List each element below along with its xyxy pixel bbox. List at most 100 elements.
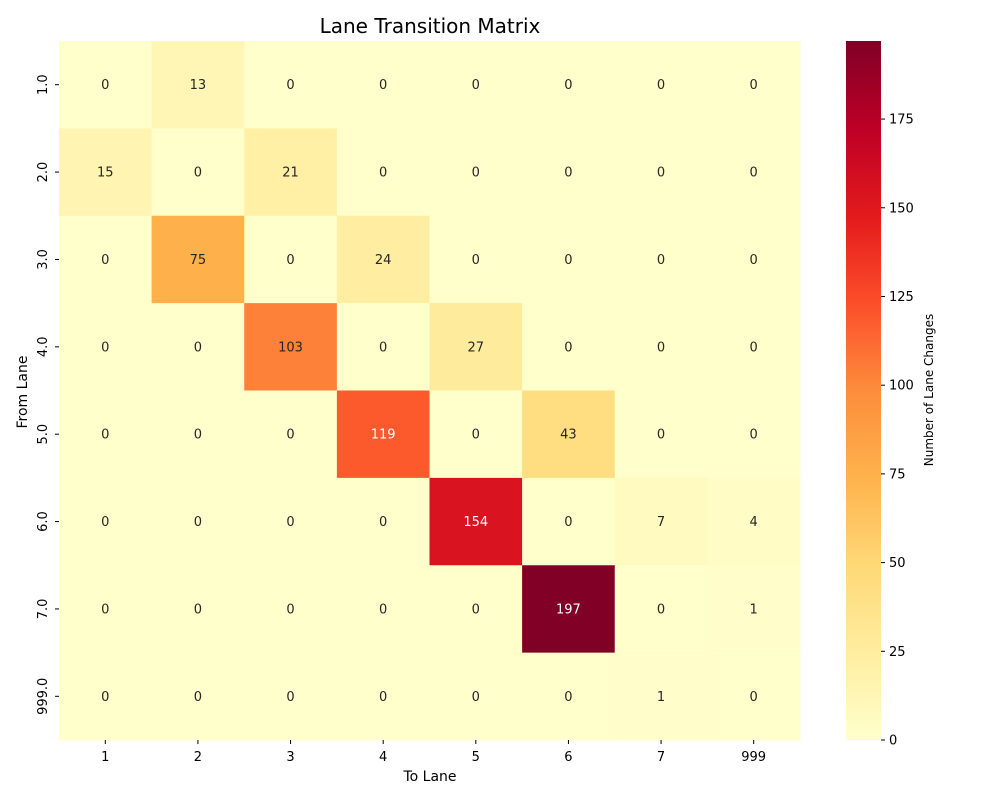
- heatmap-cell-r4-c3: [336, 390, 430, 479]
- heatmap-cell-r0-c1: [151, 41, 245, 129]
- heatmap-cell-r4-c0: [59, 390, 153, 479]
- x-tick-label-3: 4: [379, 750, 387, 765]
- cell-label-r1-c6: 0: [657, 166, 665, 181]
- colorbar-tick-label-5: 125: [889, 290, 914, 305]
- cell-label-r5-c5: 0: [564, 515, 572, 530]
- heatmap-cell-r2-c0: [59, 215, 153, 304]
- heatmap-cell-r7-c0: [59, 652, 153, 741]
- cell-label-r7-c6: 1: [657, 690, 665, 705]
- heatmap-cell-r4-c5: [522, 390, 616, 479]
- heatmap-cell-r0-c3: [336, 41, 430, 129]
- x-tick-label-2: 3: [286, 750, 294, 765]
- x-tick-label-5: 6: [564, 750, 572, 765]
- cell-label-r5-c6: 7: [657, 515, 665, 530]
- heatmap-cell-r5-c2: [244, 477, 338, 566]
- x-tick-label-1: 2: [194, 750, 202, 765]
- x-tick-label-7: 999: [741, 750, 766, 765]
- cell-label-r4-c4: 0: [472, 428, 480, 443]
- colorbar-tick-label-1: 25: [889, 645, 906, 660]
- heatmap-cell-r4-c7: [707, 390, 801, 479]
- cell-label-r0-c7: 0: [750, 78, 758, 93]
- cell-label-r7-c3: 0: [379, 690, 387, 705]
- heatmap-cell-r4-c2: [244, 390, 338, 479]
- heatmap-cell-r0-c7: [707, 41, 801, 129]
- cell-label-r2-c5: 0: [564, 253, 572, 268]
- cell-label-r1-c2: 21: [282, 166, 299, 181]
- heatmap-cell-r4-c6: [614, 390, 708, 479]
- cell-label-r2-c6: 0: [657, 253, 665, 268]
- heatmap-cell-r1-c3: [336, 128, 430, 217]
- cell-label-r7-c7: 0: [750, 690, 758, 705]
- cell-label-r2-c0: 0: [101, 253, 109, 268]
- cell-label-r2-c3: 24: [375, 253, 392, 268]
- heatmap-cell-r0-c0: [59, 41, 153, 129]
- heatmap-cell-r1-c2: [244, 128, 338, 217]
- cell-label-r5-c4: 154: [463, 515, 488, 530]
- cell-label-r0-c4: 0: [472, 78, 480, 93]
- cell-labels: 0 13 0 0 0 0 0 0 15 0 21 0 0 0 0 0 0 75 0 24 0 0 0 0 0 0 103 0 27 0 0 0…: [97, 78, 758, 705]
- heatmap-cell-r5-c1: [151, 477, 245, 566]
- cell-label-r6-c3: 0: [379, 602, 387, 617]
- heatmap-cell-r3-c5: [522, 303, 616, 391]
- cell-label-r3-c2: 103: [278, 340, 303, 355]
- cell-label-r7-c4: 0: [472, 690, 480, 705]
- cell-label-r4-c2: 0: [286, 428, 294, 443]
- cell-label-r4-c1: 0: [194, 428, 202, 443]
- cell-label-r0-c0: 0: [101, 78, 109, 93]
- colorbar-tick-label-3: 75: [889, 467, 906, 482]
- heatmap-cell-r6-c0: [59, 565, 153, 654]
- cell-label-r0-c3: 0: [379, 78, 387, 93]
- heatmap-cell-r6-c1: [151, 565, 245, 654]
- heatmap-cell-r3-c1: [151, 303, 245, 391]
- colorbar-tick-label-0: 0: [889, 734, 897, 749]
- heatmap-cell-r6-c2: [244, 565, 338, 654]
- cell-label-r7-c2: 0: [286, 690, 294, 705]
- cell-label-r6-c7: 1: [750, 602, 758, 617]
- heatmap-cell-r2-c5: [522, 215, 616, 304]
- heatmap-cell-r5-c5: [522, 477, 616, 566]
- cell-label-r4-c6: 0: [657, 428, 665, 443]
- heatmap-cell-r6-c3: [336, 565, 430, 654]
- heatmap-cell-r1-c5: [522, 128, 616, 217]
- heatmap-cell-r2-c7: [707, 215, 801, 304]
- y-tick-label-4: 5.0: [36, 424, 51, 445]
- x-axis-title: To Lane: [402, 769, 456, 785]
- heatmap-cell-r1-c0: [59, 128, 153, 217]
- heatmap-cell-r2-c1: [151, 215, 245, 304]
- heatmap-cell-r1-c6: [614, 128, 708, 217]
- cell-label-r6-c6: 0: [657, 602, 665, 617]
- heatmap-cell-r3-c0: [59, 303, 153, 391]
- cell-label-r5-c1: 0: [194, 515, 202, 530]
- heatmap-cell-r4-c4: [429, 390, 523, 479]
- cell-label-r4-c3: 119: [371, 428, 396, 443]
- y-tick-label-0: 1.0: [36, 74, 51, 95]
- heatmap-cell-r6-c4: [429, 565, 523, 654]
- y-tick-label-6: 7.0: [36, 599, 51, 620]
- cell-label-r5-c2: 0: [286, 515, 294, 530]
- x-tick-label-0: 1: [101, 750, 109, 765]
- heatmap-cell-r1-c7: [707, 128, 801, 217]
- y-axis: 1.0 2.0 3.0 4.0 5.0 6.0 7.0 999.0: [36, 74, 59, 715]
- cell-label-r2-c7: 0: [750, 253, 758, 268]
- colorbar-tick-label-7: 175: [889, 113, 914, 128]
- heatmap-cell-r2-c6: [614, 215, 708, 304]
- heatmap-cells: [59, 41, 801, 741]
- cell-label-r1-c7: 0: [750, 166, 758, 181]
- cell-label-r0-c5: 0: [564, 78, 572, 93]
- colorbar-tick-label-4: 100: [889, 379, 914, 394]
- heatmap-cell-r2-c3: [336, 215, 430, 304]
- cell-label-r2-c4: 0: [472, 253, 480, 268]
- cell-label-r0-c1: 13: [190, 78, 207, 93]
- x-tick-label-6: 7: [657, 750, 665, 765]
- x-tick-label-4: 5: [472, 750, 480, 765]
- cell-label-r6-c4: 0: [472, 602, 480, 617]
- colorbar: 0 25 50 75 100 125 150 175: [846, 41, 914, 749]
- cell-label-r1-c1: 0: [194, 166, 202, 181]
- heatmap-cell-r7-c6: [614, 652, 708, 741]
- cell-label-r2-c1: 75: [190, 253, 207, 268]
- heatmap-cell-r0-c2: [244, 41, 338, 129]
- x-axis: 1 2 3 4 5 6 7 999: [101, 740, 766, 765]
- cell-label-r6-c2: 0: [286, 602, 294, 617]
